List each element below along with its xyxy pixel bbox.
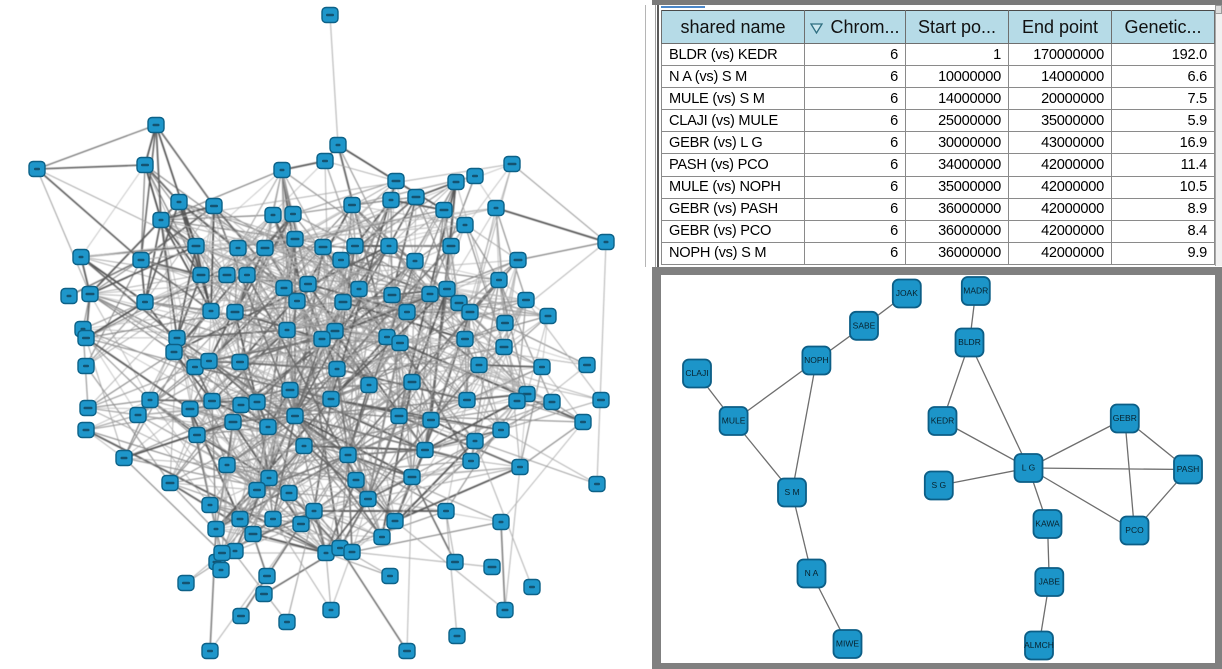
svg-text:SABE: SABE <box>853 320 876 330</box>
svg-text:JOAK: JOAK <box>896 288 919 298</box>
svg-text:JABE: JABE <box>1039 577 1061 587</box>
svg-text:NOPH: NOPH <box>804 355 829 365</box>
svg-text:KEDR: KEDR <box>931 416 955 426</box>
svg-text:S G: S G <box>931 480 946 490</box>
svg-text:ALMCH: ALMCH <box>1024 640 1054 650</box>
svg-text:S M: S M <box>784 487 799 497</box>
svg-text:BLDR: BLDR <box>958 337 981 347</box>
svg-text:PASH: PASH <box>1177 464 1200 474</box>
svg-text:GEBR: GEBR <box>1113 413 1137 423</box>
svg-text:CLAJI: CLAJI <box>685 368 708 378</box>
svg-text:PCO: PCO <box>1125 525 1144 535</box>
svg-text:KAWA: KAWA <box>1035 519 1060 529</box>
svg-text:N A: N A <box>805 568 819 578</box>
svg-text:MADR: MADR <box>963 286 988 296</box>
svg-text:MIWE: MIWE <box>836 639 859 649</box>
svg-text:L G: L G <box>1022 463 1035 473</box>
svg-text:MULE: MULE <box>722 416 746 426</box>
